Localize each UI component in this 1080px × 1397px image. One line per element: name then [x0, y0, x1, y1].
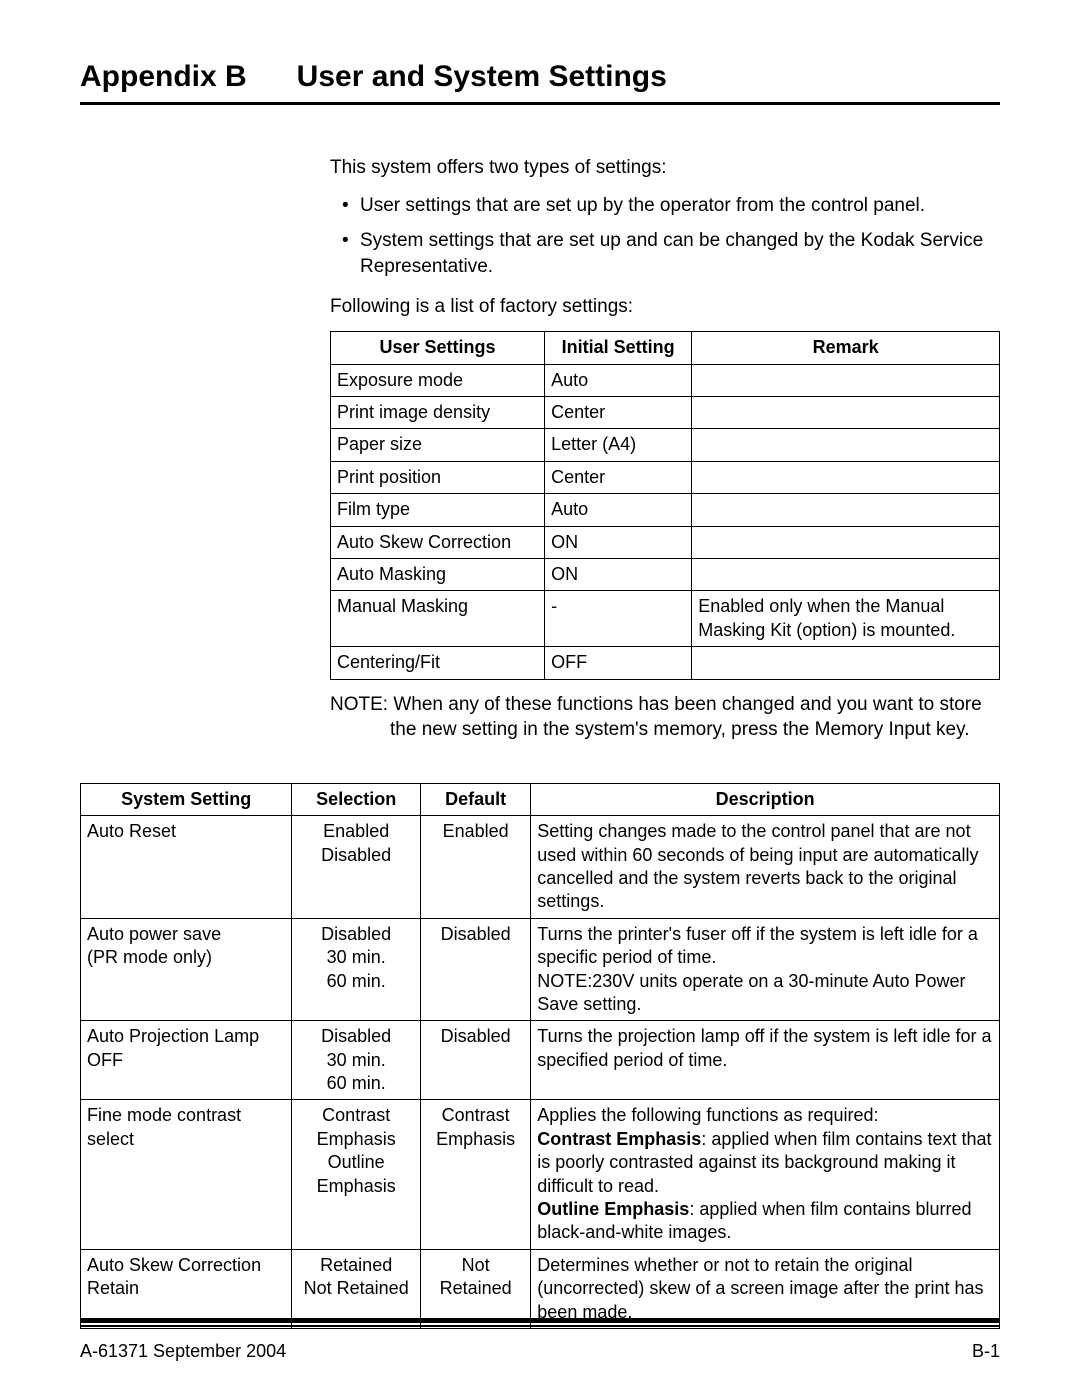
table-cell: Auto Skew Correction Retain: [81, 1249, 292, 1328]
user-settings-table: User Settings Initial Setting Remark Exp…: [330, 331, 1000, 679]
table-cell: [692, 461, 1000, 493]
table-cell: [692, 526, 1000, 558]
table-cell: ON: [545, 526, 692, 558]
heading-rule: [80, 102, 1000, 105]
note-text: NOTE: When any of these functions has be…: [330, 692, 1000, 743]
table-cell: [692, 364, 1000, 396]
col-header: Remark: [692, 332, 1000, 364]
table-cell: OFF: [545, 647, 692, 679]
table-cell: [692, 494, 1000, 526]
footer-rule: [80, 1318, 1000, 1327]
table-row: Film typeAuto: [331, 494, 1000, 526]
system-settings-section: System Setting Selection Default Descrip…: [80, 783, 1000, 1329]
table-cell: EnabledDisabled: [292, 816, 421, 919]
table-cell: ON: [545, 558, 692, 590]
col-header: User Settings: [331, 332, 545, 364]
table-cell: [692, 558, 1000, 590]
table-cell: -: [545, 591, 692, 647]
col-header: Default: [421, 783, 531, 815]
table-header-row: System Setting Selection Default Descrip…: [81, 783, 1000, 815]
table-cell: Applies the following functions as requi…: [531, 1100, 1000, 1249]
table-row: Print positionCenter: [331, 461, 1000, 493]
table-row: Fine mode contrast selectContrastEmphasi…: [81, 1100, 1000, 1249]
appendix-title: User and System Settings: [297, 60, 667, 94]
table-cell: Auto: [545, 494, 692, 526]
table-cell: RetainedNot Retained: [292, 1249, 421, 1328]
table-cell: Disabled30 min.60 min.: [292, 1021, 421, 1100]
table-cell: Print position: [331, 461, 545, 493]
table-row: Manual Masking-Enabled only when the Man…: [331, 591, 1000, 647]
table-cell: Auto power save(PR mode only): [81, 918, 292, 1021]
intro-bullet: System settings that are set up and can …: [330, 228, 1000, 279]
table-cell: Auto Skew Correction: [331, 526, 545, 558]
table-cell: NotRetained: [421, 1249, 531, 1328]
table-cell: Auto Reset: [81, 816, 292, 919]
table-cell: Center: [545, 461, 692, 493]
table-cell: Centering/Fit: [331, 647, 545, 679]
table-row: Paper sizeLetter (A4): [331, 429, 1000, 461]
table-cell: Letter (A4): [545, 429, 692, 461]
appendix-label: Appendix B: [80, 60, 247, 94]
table-row: Exposure modeAuto: [331, 364, 1000, 396]
intro-lead: This system offers two types of settings…: [330, 155, 1000, 181]
table-cell: Determines whether or not to retain the …: [531, 1249, 1000, 1328]
table-cell: Disabled: [421, 1021, 531, 1100]
table-row: Centering/FitOFF: [331, 647, 1000, 679]
intro-following: Following is a list of factory settings:: [330, 294, 1000, 320]
col-header: Selection: [292, 783, 421, 815]
table-cell: Auto Masking: [331, 558, 545, 590]
table-row: Auto ResetEnabledDisabledEnabledSetting …: [81, 816, 1000, 919]
table-cell: Center: [545, 396, 692, 428]
table-header-row: User Settings Initial Setting Remark: [331, 332, 1000, 364]
table-cell: Setting changes made to the control pane…: [531, 816, 1000, 919]
table-cell: Fine mode contrast select: [81, 1100, 292, 1249]
table-cell: Disabled30 min.60 min.: [292, 918, 421, 1021]
table-cell: Enabled only when the Manual Masking Kit…: [692, 591, 1000, 647]
table-cell: Auto Projection Lamp OFF: [81, 1021, 292, 1100]
table-cell: [692, 647, 1000, 679]
table-cell: Disabled: [421, 918, 531, 1021]
col-header: Description: [531, 783, 1000, 815]
table-cell: Print image density: [331, 396, 545, 428]
table-cell: [692, 396, 1000, 428]
table-cell: ContrastEmphasis: [421, 1100, 531, 1249]
table-cell: Film type: [331, 494, 545, 526]
table-cell: Auto: [545, 364, 692, 396]
table-cell: Turns the printer's fuser off if the sys…: [531, 918, 1000, 1021]
table-row: Auto power save(PR mode only)Disabled30 …: [81, 918, 1000, 1021]
intro-bullets: User settings that are set up by the ope…: [330, 193, 1000, 280]
table-cell: Manual Masking: [331, 591, 545, 647]
table-row: Auto MaskingON: [331, 558, 1000, 590]
table-row: Auto Projection Lamp OFFDisabled30 min.6…: [81, 1021, 1000, 1100]
table-cell: Paper size: [331, 429, 545, 461]
body-content: This system offers two types of settings…: [330, 155, 1000, 743]
footer-left: A-61371 September 2004: [80, 1341, 286, 1362]
table-row: Print image densityCenter: [331, 396, 1000, 428]
table-cell: ContrastEmphasisOutlineEmphasis: [292, 1100, 421, 1249]
col-header: System Setting: [81, 783, 292, 815]
col-header: Initial Setting: [545, 332, 692, 364]
table-row: Auto Skew CorrectionON: [331, 526, 1000, 558]
table-cell: Turns the projection lamp off if the sys…: [531, 1021, 1000, 1100]
table-cell: Enabled: [421, 816, 531, 919]
page-footer: A-61371 September 2004 B-1: [80, 1341, 1000, 1362]
page-heading: Appendix B User and System Settings: [80, 60, 1000, 94]
table-cell: [692, 429, 1000, 461]
footer-right: B-1: [972, 1341, 1000, 1362]
table-row: Auto Skew Correction RetainRetainedNot R…: [81, 1249, 1000, 1328]
system-settings-table: System Setting Selection Default Descrip…: [80, 783, 1000, 1329]
table-cell: Exposure mode: [331, 364, 545, 396]
intro-bullet: User settings that are set up by the ope…: [330, 193, 1000, 219]
